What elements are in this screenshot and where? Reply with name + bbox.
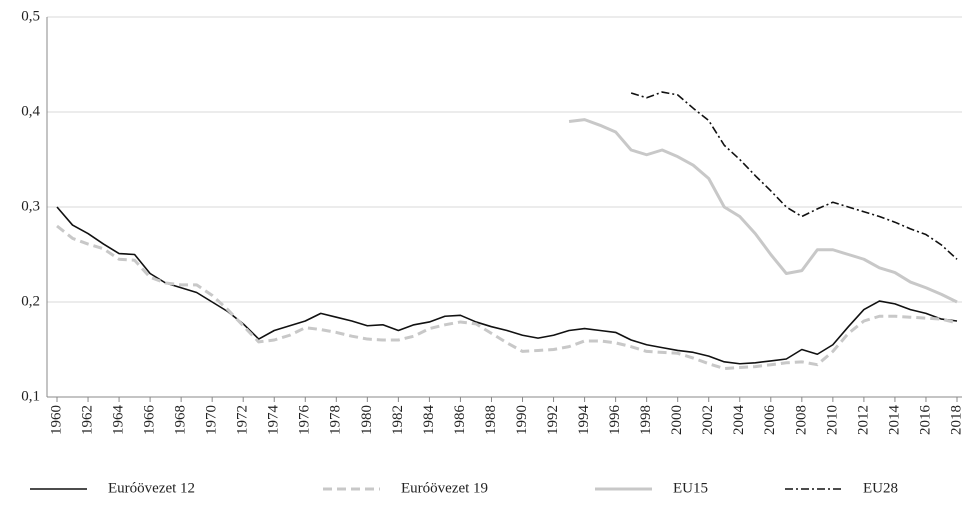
x-tick-label: 2006 [762,405,778,436]
legend-label: Euróövezet 19 [401,480,488,496]
y-tick-label: 0,5 [21,8,40,24]
x-tick-label: 1984 [421,405,437,436]
x-tick-label: 2014 [886,405,902,436]
x-tick-label: 2016 [917,405,933,436]
x-tick-label: 2012 [855,405,871,435]
legend-label: EU15 [673,480,708,496]
x-tick-label: 1998 [638,405,654,435]
x-tick-label: 1970 [204,405,220,435]
x-tick-label: 1990 [514,405,530,435]
x-tick-label: 1974 [266,405,282,436]
x-tick-label: 1976 [297,405,313,436]
x-tick-label: 1980 [359,405,375,435]
legend-label: Euróövezet 12 [108,480,195,496]
x-tick-label: 1988 [483,405,499,435]
series-line [56,206,958,365]
x-tick-label: 1982 [390,405,406,435]
series-line [568,118,958,304]
y-tick-label: 0,3 [21,198,40,214]
x-tick-label: 1992 [545,405,561,435]
x-tick-label: 1966 [142,405,158,436]
x-tick-label: 1986 [452,405,468,436]
x-tick-label: 1962 [79,405,95,435]
x-tick-label: 1960 [48,405,64,435]
x-tick-label: 2010 [824,405,840,435]
y-tick-label: 0,4 [21,103,40,119]
x-tick-label: 1964 [111,405,127,436]
x-tick-label: 2000 [669,405,685,435]
x-tick-label: 1972 [235,405,251,435]
x-tick-label: 1968 [173,405,189,435]
x-tick-label: 1994 [576,405,592,436]
x-tick-label: 2002 [700,405,716,435]
x-tick-label: 2018 [948,405,964,435]
y-tick-label: 0,1 [21,388,40,404]
y-tick-label: 0,2 [21,293,40,309]
x-tick-label: 1978 [328,405,344,435]
x-tick-label: 2004 [731,405,747,436]
x-tick-label: 1996 [607,405,623,436]
series-line [56,224,958,370]
legend-label: EU28 [863,480,898,496]
series-line [630,91,958,260]
x-tick-label: 2008 [793,405,809,435]
